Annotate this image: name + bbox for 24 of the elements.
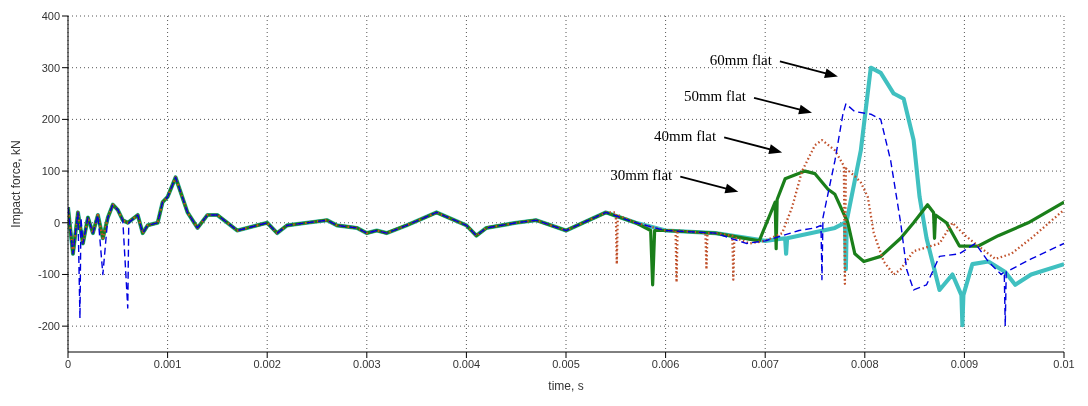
y-tick-label: -100 — [37, 268, 60, 281]
x-tick-label: 0.01 — [1053, 357, 1075, 370]
x-tick-label: 0.007 — [751, 357, 779, 370]
x-tick-label: 0.005 — [552, 357, 580, 370]
y-tick-label: 400 — [41, 9, 60, 22]
x-tick-label: 0.002 — [253, 357, 281, 370]
x-tick-label: 0.009 — [950, 357, 979, 370]
x-tick-label: 0.004 — [452, 357, 481, 370]
y-tick-label: 100 — [41, 164, 60, 177]
y-tick-label: -200 — [37, 320, 60, 333]
x-tick-label: 0.003 — [353, 357, 381, 370]
x-tick-label: 0 — [64, 357, 72, 370]
y-tick-label: 300 — [41, 61, 60, 74]
x-axis-title: time, s — [548, 379, 584, 393]
x-tick-label: 0.006 — [651, 357, 680, 370]
x-tick-label: 0.001 — [153, 357, 182, 370]
annotation: 60mm flat — [709, 51, 773, 68]
x-tick-label: 0.008 — [851, 357, 879, 370]
annotation: 50mm flat — [683, 88, 747, 105]
y-tick-label: 200 — [41, 113, 60, 126]
y-axis-title: Impact force, kN — [9, 140, 24, 228]
annotation: 30mm flat — [610, 167, 674, 184]
y-tick-label: 0 — [53, 216, 60, 229]
annotation: 40mm flat — [654, 127, 717, 144]
